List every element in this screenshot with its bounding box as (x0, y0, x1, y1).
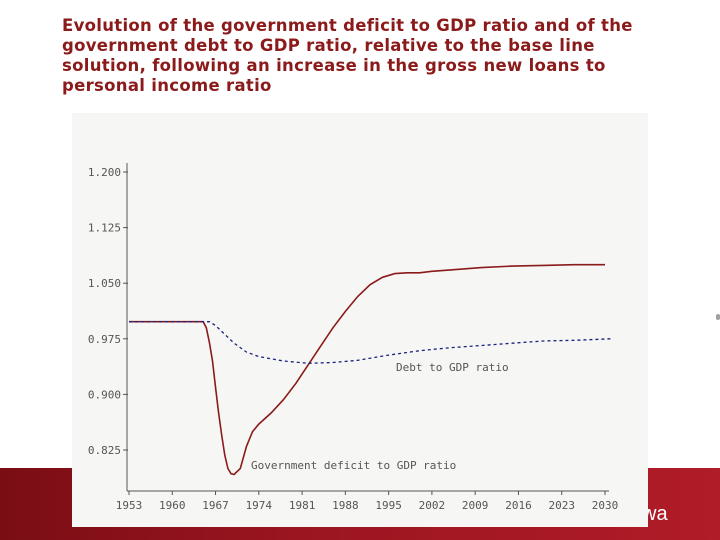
x-tick-label: 1974 (246, 499, 273, 512)
x-tick-label: 2016 (505, 499, 532, 512)
series-label-debt: Debt to GDP ratio (396, 361, 509, 374)
x-tick-label: 2023 (548, 499, 575, 512)
x-tick-label: 1960 (159, 499, 186, 512)
edge-marker (716, 314, 720, 320)
x-tick-label: 2009 (462, 499, 489, 512)
footer-text: wa (642, 503, 668, 525)
y-tick-label: 1.125 (88, 222, 121, 235)
chart-panel: 1.200 1.125 1.050 0.975 0.900 0.825 1953 1960 1… (72, 113, 648, 527)
series-line-deficit (129, 263, 605, 476)
y-axis: 1.200 1.125 1.050 0.975 0.900 0.825 (88, 163, 128, 491)
x-tick-label: 2002 (419, 499, 446, 512)
series-label-deficit: Government deficit to GDP ratio (251, 459, 456, 472)
series-line-debt (129, 321, 612, 364)
series-layer (129, 263, 612, 476)
x-tick-label: 1953 (116, 499, 143, 512)
y-tick-label: 0.900 (88, 388, 121, 401)
y-tick-label: 1.050 (88, 277, 121, 290)
x-axis: 1953 1960 1967 1974 1981 1988 1995 2002 2009 2016… (116, 490, 619, 512)
x-tick-label: 1967 (202, 499, 229, 512)
y-tick-label: 0.825 (88, 444, 121, 457)
y-tick-label: 1.200 (88, 166, 121, 179)
x-tick-label: 1995 (375, 499, 402, 512)
x-tick-label: 1981 (289, 499, 316, 512)
y-tick-label: 0.975 (88, 333, 121, 346)
x-tick-label: 2030 (592, 499, 619, 512)
x-tick-label: 1988 (332, 499, 359, 512)
slide-title: Evolution of the government deficit to G… (62, 16, 633, 95)
